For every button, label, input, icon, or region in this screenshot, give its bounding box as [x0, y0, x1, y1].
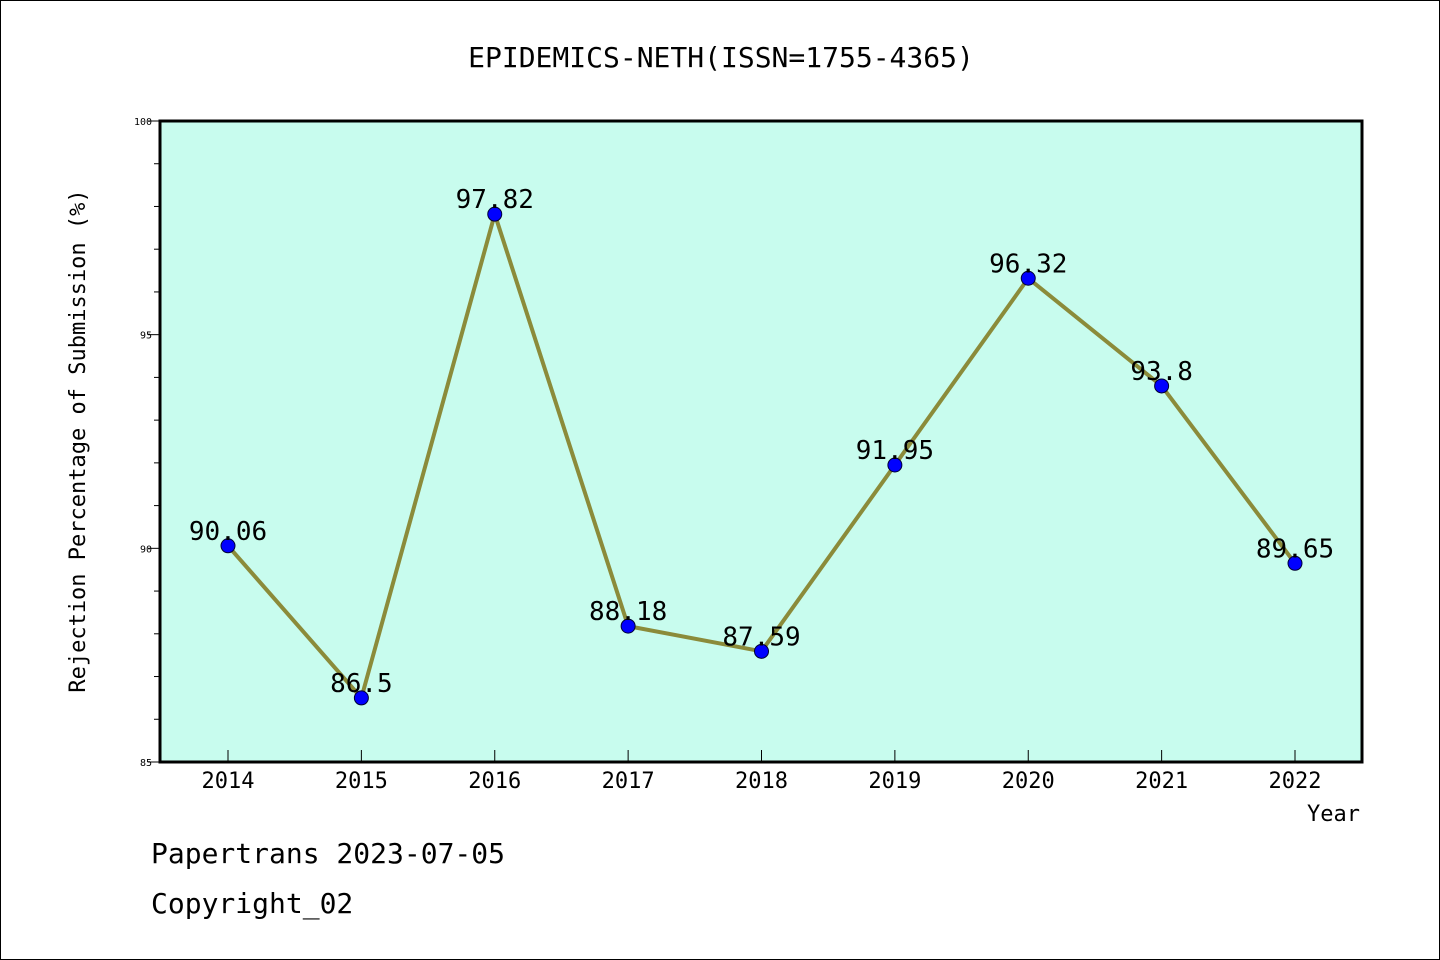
- data-point: [620, 618, 636, 634]
- y-tick-label: 95: [140, 331, 152, 342]
- footer-date-text: Papertrans 2023-07-05: [151, 837, 506, 870]
- data-point: [1154, 378, 1170, 394]
- y-tick-label: 100: [134, 117, 152, 128]
- x-tick-label: 2017: [602, 769, 655, 794]
- series-layer: [220, 206, 1303, 706]
- x-tick-label: 2018: [735, 769, 788, 794]
- y-tick-label: 90: [140, 544, 152, 555]
- data-point: [887, 457, 903, 473]
- x-tick-label: 2016: [468, 769, 521, 794]
- data-label: 86.5: [330, 669, 393, 699]
- axes-layer: 85 90 95 100 2014 2015 2016 2017 2018 2019 2020 202…: [134, 117, 1322, 794]
- y-axis-label: Rejection Percentage of Submission (%): [66, 189, 91, 692]
- data-point: [487, 206, 503, 222]
- plot-area: [158, 119, 1364, 764]
- x-axis-label: Year: [1307, 802, 1360, 827]
- y-tick-label: 85: [140, 758, 152, 769]
- x-tick-label: 2019: [868, 769, 921, 794]
- x-tick-label: 2022: [1269, 769, 1322, 794]
- data-label: 93.8: [1130, 357, 1193, 387]
- x-tick-label: 2014: [202, 769, 255, 794]
- data-point: [1287, 555, 1303, 571]
- data-point: [1020, 270, 1036, 286]
- data-point: [220, 538, 236, 554]
- data-label: 87.59: [722, 622, 800, 652]
- data-label: 88.18: [589, 597, 667, 627]
- data-labels-layer: 90.06 86.5 97.82 88.18 87.59 91.95 96.32 93.8 89…: [189, 185, 1334, 699]
- data-label: 89.65: [1256, 534, 1334, 564]
- chart-title: EPIDEMICS-NETH(ISSN=1755-4365): [468, 41, 974, 74]
- footer-copyright-text: Copyright_02: [151, 887, 354, 920]
- data-label: 97.82: [456, 185, 534, 215]
- data-point: [353, 690, 369, 706]
- data-point: [754, 643, 769, 659]
- data-label: 90.06: [189, 517, 267, 547]
- x-tick-label: 2021: [1135, 769, 1188, 794]
- x-tick-label: 2015: [335, 769, 388, 794]
- data-label: 96.32: [989, 249, 1067, 279]
- data-label: 91.95: [856, 436, 934, 466]
- x-tick-label: 2020: [1002, 769, 1055, 794]
